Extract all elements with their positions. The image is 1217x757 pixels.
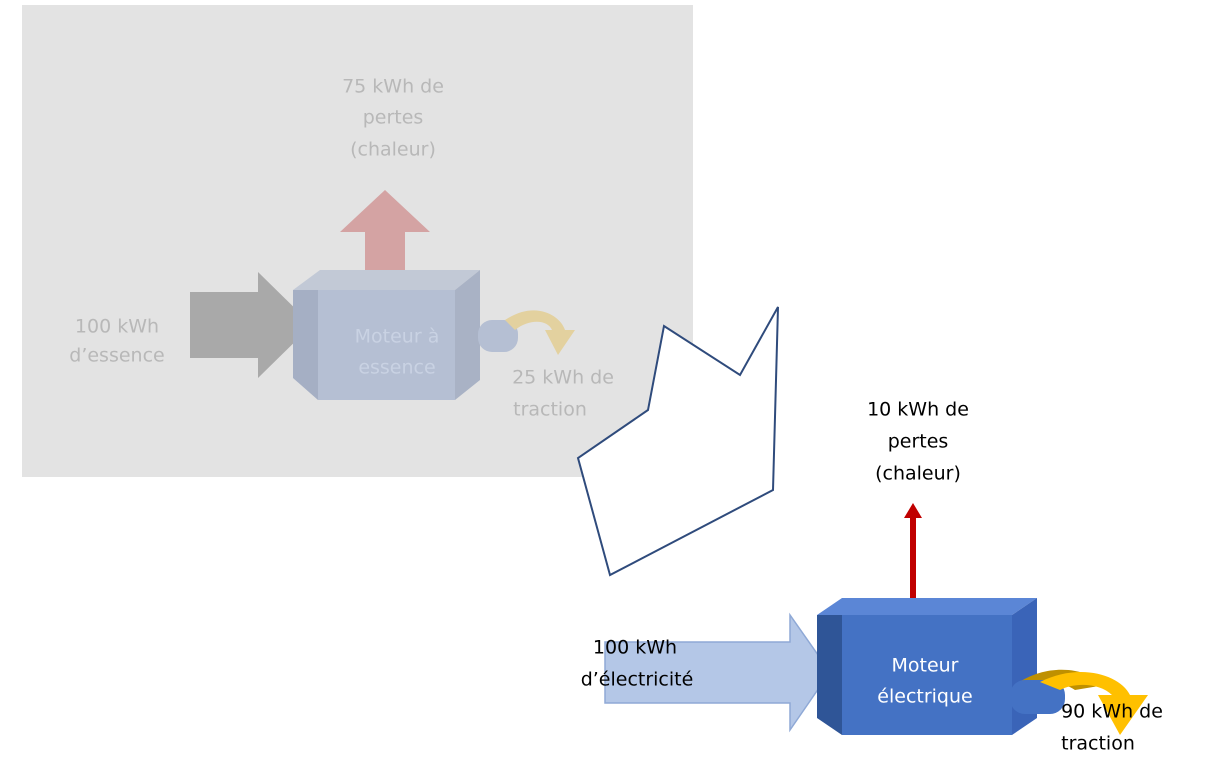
engine-label: électrique [877,686,972,708]
box-left [817,615,842,735]
engine-label: Moteur à [355,326,440,348]
loss-label: pertes [888,431,949,453]
engine-label: Moteur [891,655,958,677]
traction-label: traction [1061,733,1135,755]
traction-arrow [1040,672,1148,735]
box-side [455,270,480,400]
loss-label: 75 kWh de [342,76,444,98]
traction-label: traction [513,399,587,421]
input-label: 100 kWh [593,637,677,659]
input-label: 100 kWh [75,316,159,338]
loss-arrow [904,503,922,615]
engine-label: essence [358,357,435,379]
box-front [318,290,455,400]
box-left [293,290,318,400]
transition-arrow [576,306,779,577]
traction-arrow [505,310,575,355]
box-top [293,270,480,290]
input-label: d’essence [69,345,164,367]
input-arrow [604,612,831,733]
electric-diagram: 100 kWh d’électricité 10 kWh de pertes (… [581,399,1163,755]
loss-label: (chaleur) [875,463,961,485]
input-label: d’électricité [581,669,694,691]
shaft [478,320,518,352]
traction-label: 90 kWh de [1061,701,1163,723]
traction-label: 25 kWh de [512,367,614,389]
gasoline-diagram: 100 kWh d’essence 75 kWh de pertes (chal… [69,76,614,421]
loss-label: pertes [363,107,424,129]
box-front [842,615,1012,735]
box-side [1012,598,1037,735]
loss-label: (chaleur) [350,139,436,161]
loss-arrow [340,190,430,280]
loss-label: 10 kWh de [867,399,969,421]
box-top [817,598,1037,615]
shaft [1010,680,1065,714]
input-arrow [190,272,312,378]
